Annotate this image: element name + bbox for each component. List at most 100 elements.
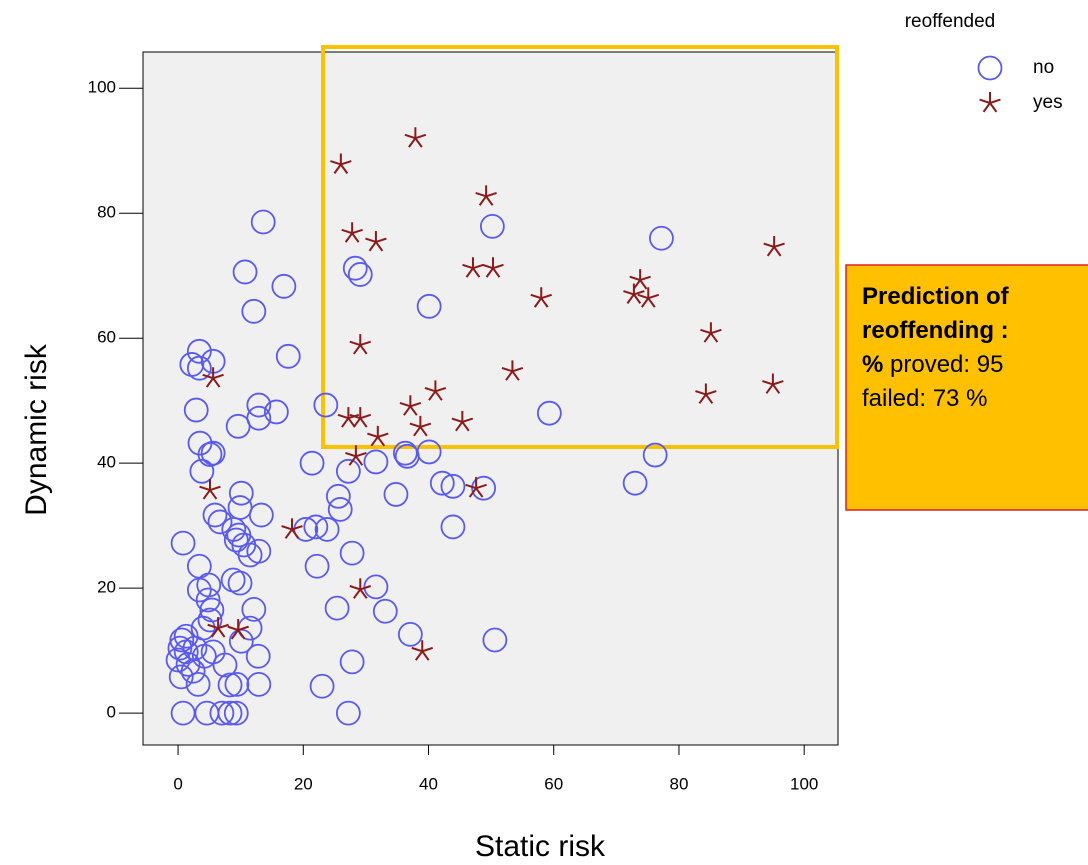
point [245, 643, 271, 669]
point [199, 479, 221, 500]
point [695, 383, 717, 404]
point [303, 514, 329, 540]
point [223, 700, 249, 726]
point [246, 671, 272, 697]
point [325, 483, 351, 509]
x-tick-label: 80 [670, 774, 689, 793]
point [212, 652, 238, 678]
point [335, 700, 361, 726]
point [335, 458, 361, 484]
point [209, 700, 235, 726]
point [367, 425, 389, 447]
point [363, 574, 389, 600]
point [314, 517, 340, 542]
annotation-line: reoffending : [862, 317, 1009, 344]
point [429, 470, 455, 496]
point [246, 392, 272, 418]
point [530, 287, 552, 308]
point [762, 373, 784, 394]
annotation-run: failed: 73 % [862, 385, 987, 412]
y-tick-label: 20 [97, 578, 116, 597]
highlight-box [321, 45, 839, 449]
point [629, 269, 651, 290]
x-tick-label: 100 [790, 774, 818, 793]
point [416, 439, 442, 465]
point [202, 502, 228, 528]
point [623, 283, 645, 304]
point [207, 617, 229, 638]
point [299, 450, 325, 476]
point [649, 225, 674, 251]
point [224, 671, 250, 697]
point [304, 553, 330, 579]
point [411, 640, 434, 661]
point [241, 298, 267, 324]
point [622, 470, 648, 496]
point [404, 127, 427, 148]
point [482, 257, 504, 278]
legend-title: reoffended [905, 11, 996, 32]
point [248, 502, 274, 528]
point [465, 477, 487, 498]
point [409, 415, 432, 437]
point [195, 587, 221, 613]
point [197, 607, 223, 633]
legend-label: yes [1033, 92, 1063, 113]
point [200, 440, 226, 466]
point [225, 413, 251, 439]
point [347, 262, 373, 287]
point [202, 367, 224, 388]
point [536, 400, 562, 426]
point [186, 577, 212, 603]
point [228, 480, 254, 506]
point [349, 407, 372, 428]
point [313, 392, 339, 418]
point [383, 482, 409, 507]
point [339, 649, 365, 675]
point [349, 334, 372, 355]
point [501, 360, 524, 381]
point [170, 530, 196, 556]
point [169, 627, 195, 653]
point [479, 213, 505, 239]
y-tick-label: 100 [88, 78, 116, 97]
point [637, 287, 660, 308]
y-tick-label: 40 [97, 453, 116, 472]
point [275, 343, 301, 369]
point [424, 380, 447, 401]
point [397, 621, 423, 647]
plot-area [142, 51, 839, 746]
point [440, 514, 466, 540]
point [416, 293, 442, 319]
point [451, 410, 474, 432]
point [271, 273, 297, 299]
point [168, 664, 194, 690]
point [227, 570, 253, 596]
legend-marker [979, 92, 1001, 113]
point [345, 445, 367, 466]
point [330, 153, 352, 174]
annotation-line: failed: 73 % [862, 385, 987, 412]
point [183, 397, 209, 423]
y-axis-label: Dynamic risk [20, 343, 53, 516]
point [339, 540, 365, 566]
x-tick-label: 20 [294, 774, 313, 793]
point [642, 442, 668, 468]
point [399, 395, 422, 416]
point [175, 651, 201, 677]
point [462, 257, 484, 278]
point [186, 355, 212, 381]
point [246, 538, 272, 564]
point [309, 673, 335, 699]
point [227, 619, 249, 640]
y-tick-label: 80 [97, 203, 116, 222]
point [324, 595, 350, 621]
point [363, 449, 389, 475]
point [342, 255, 368, 281]
point [763, 235, 785, 257]
annotation-run: reoffending : [862, 317, 1009, 344]
legend-label: no [1033, 57, 1054, 78]
point [189, 458, 215, 484]
